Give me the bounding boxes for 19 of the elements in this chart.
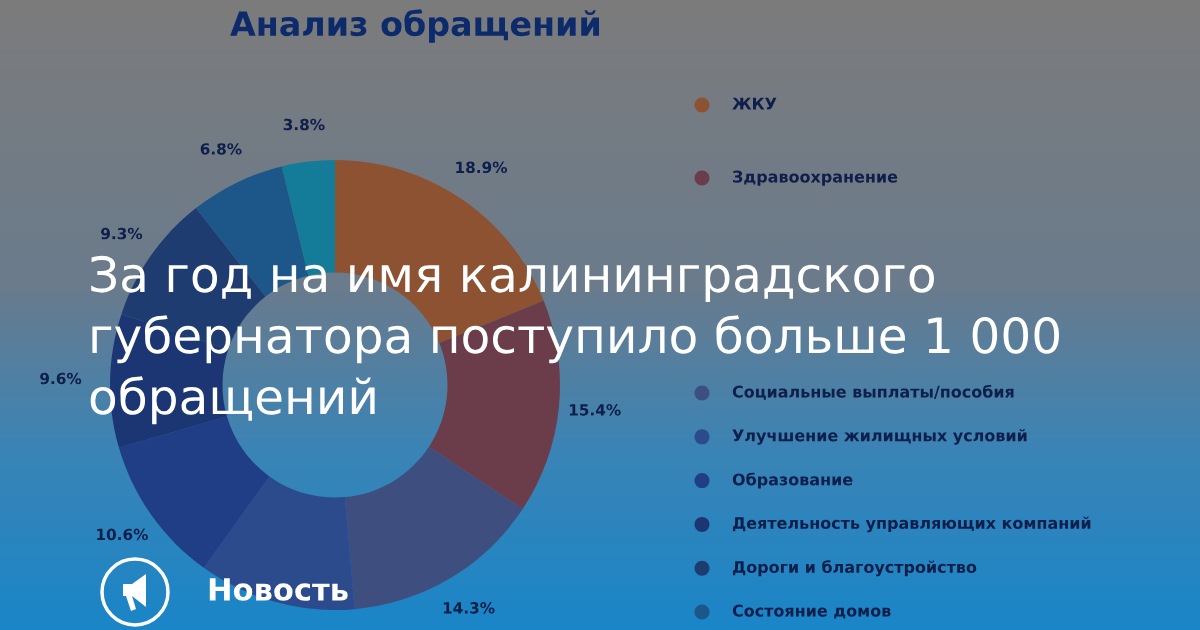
- legend-label: ЖКУ: [732, 97, 777, 110]
- donut-slice: [203, 476, 355, 610]
- data-label: 10.6%: [97, 528, 148, 541]
- data-label: 9.6%: [40, 372, 82, 385]
- text: Новость: [209, 578, 348, 601]
- data-label: 6.8%: [200, 143, 242, 155]
- data-label: 3.8%: [283, 118, 325, 131]
- legend-label: Состояние домов: [732, 604, 891, 619]
- legend-label: Улучшение жилищных условий: [732, 429, 1027, 445]
- data-label: 18.9%: [456, 161, 508, 174]
- legend-label: Деятельность управляющих компаний: [732, 516, 1091, 533]
- data-label: 14.3%: [443, 602, 495, 614]
- data-label: 15.4%: [569, 404, 621, 416]
- data-label: 9.3%: [101, 227, 143, 240]
- legend-label: Здравоохранение: [733, 170, 898, 186]
- legend-label: Образование: [732, 472, 853, 489]
- legend-label: Социальные выплаты/пособия: [732, 384, 1014, 400]
- chart-subtitle: Анализ обращений: [230, 9, 599, 43]
- legend-label: Дороги и благоустройство: [732, 560, 977, 577]
